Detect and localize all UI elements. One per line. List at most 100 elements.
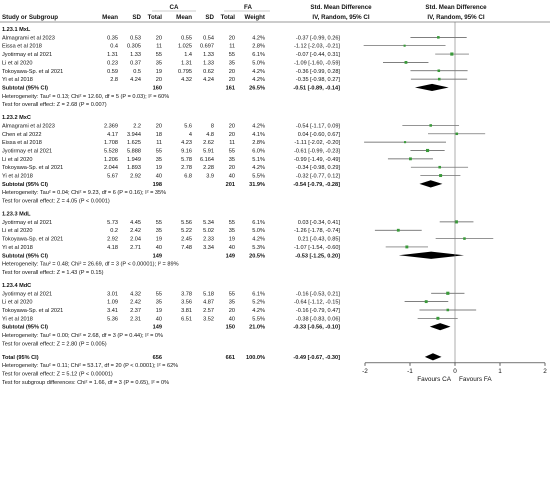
ca-sd: 2.37 [130, 308, 141, 314]
study-name: Jyotirmay et al 2021 [2, 52, 52, 58]
ca-total: 55 [156, 52, 162, 58]
fa-sd: 2.28 [203, 165, 214, 171]
study-ci-text: -1.09 [-1.60, -0.59] [294, 60, 340, 66]
study-name: Yi et al 2018 [2, 77, 33, 83]
study-weight: 4.1% [252, 132, 265, 138]
study-ci-text: -1.26 [-1.78, -0.74] [294, 228, 340, 234]
study-name: Almagrami et al 2023 [2, 35, 55, 41]
fa-total: 20 [229, 165, 235, 171]
fa-total: 35 [229, 300, 235, 306]
ca-mean: 4.18 [107, 245, 118, 251]
subtotal-label: Subtotal (95% CI) [2, 85, 48, 91]
fa-mean: 4.23 [181, 140, 192, 146]
subtotal-weight: 31.9% [249, 182, 265, 188]
study-name: Eissa et al 2018 [2, 44, 42, 50]
subtotal-weight: 26.5% [249, 85, 265, 91]
total-diamond [424, 353, 442, 361]
fa-sd: 5.91 [203, 148, 214, 154]
fa-mean: 6.51 [181, 316, 192, 322]
fa-mean: 4.32 [181, 77, 192, 83]
study-ci-text: -0.38 [-0.83, 0.06] [296, 316, 341, 322]
ca-mean: 0.59 [107, 69, 118, 75]
fa-mean: 5.78 [181, 157, 192, 163]
fa-total: 40 [229, 174, 235, 180]
ca-sd: 2.2 [133, 123, 141, 129]
fa-sd: 3.52 [203, 316, 214, 322]
ci-point [439, 174, 443, 178]
ca-sd: 2.31 [130, 316, 141, 322]
header-plot-subtitle: IV, Random, 95% CI [427, 14, 484, 21]
ca-total: 35 [156, 228, 162, 234]
subtotal-label: Subtotal (95% CI) [2, 253, 48, 259]
overall-effect-text: Test for overall effect: Z = 1.43 (P = 0… [2, 270, 104, 276]
study-weight: 5.0% [252, 228, 265, 234]
study-weight: 6.1% [252, 291, 265, 297]
heterogeneity-text: Heterogeneity: Tau² = 0.48; Chi² = 26.69… [2, 262, 179, 268]
fa-sd: 5.02 [203, 228, 214, 234]
study-name: Yi et al 2018 [2, 316, 33, 322]
ca-sd: 2.04 [130, 237, 141, 243]
subgroup-label: 1.23.1 MxL [2, 27, 31, 33]
study-name: Li et al 2020 [2, 228, 32, 234]
fa-mean: 2.78 [181, 165, 192, 171]
study-weight: 4.2% [252, 35, 265, 41]
fa-sd: 0.62 [203, 69, 214, 75]
group-label-ca: CA [170, 4, 179, 11]
ca-mean: 0.2 [110, 228, 118, 234]
study-weight: 5.1% [252, 157, 265, 163]
ca-mean: 3.41 [107, 308, 118, 314]
fa-sd: 2.33 [203, 237, 214, 243]
fa-total: 55 [229, 220, 235, 226]
fa-total: 20 [229, 123, 235, 129]
total-ci-text: -0.49 [-0.67, -0.30] [293, 355, 340, 361]
fa-mean: 5.22 [181, 228, 192, 234]
ca-sd: 0.53 [130, 35, 141, 41]
heterogeneity-text: Heterogeneity: Tau² = 0.13; Chi² = 12.60… [2, 94, 169, 100]
ci-point [437, 36, 440, 39]
ca-mean: 1.206 [104, 157, 118, 163]
subtotal-label: Subtotal (95% CI) [2, 182, 48, 188]
ca-total: 20 [156, 77, 162, 83]
ca-total: 40 [156, 174, 162, 180]
study-ci-text: -0.61 [-0.99, -0.23] [294, 148, 340, 154]
fa-mean: 0.795 [178, 69, 192, 75]
ca-total: 55 [156, 291, 162, 297]
fa-sd: 4.87 [203, 300, 214, 306]
x-tick-label: 0 [453, 368, 457, 375]
ci-point [424, 300, 428, 304]
fa-mean: 7.48 [181, 245, 192, 251]
ca-total: 40 [156, 316, 162, 322]
footer-text: Heterogeneity: Tau² = 0.11; Chi² = 53.17… [2, 363, 178, 369]
fa-mean: 3.56 [181, 300, 192, 306]
subtotal-ca-total: 160 [153, 85, 162, 91]
ca-mean: 1.09 [107, 300, 118, 306]
x-tick-label: 2 [543, 368, 547, 375]
fa-total: 55 [229, 148, 235, 154]
ca-mean: 5.67 [107, 174, 118, 180]
fa-mean: 3.78 [181, 291, 192, 297]
ca-mean: 1.708 [104, 140, 118, 146]
ca-total: 55 [156, 220, 162, 226]
subtotal-label: Subtotal (95% CI) [2, 325, 48, 331]
study-weight: 5.5% [252, 174, 265, 180]
study-ci-text: -0.35 [-0.98, 0.27] [296, 77, 341, 83]
x-tick-label: -2 [362, 368, 368, 375]
ca-total: 35 [156, 157, 162, 163]
fa-mean: 6.8 [184, 174, 192, 180]
subtotal-weight: 21.0% [249, 325, 265, 331]
study-name: Yi et al 2018 [2, 245, 33, 251]
subtotal-ca-total: 149 [153, 325, 162, 331]
study-ci-text: -0.37 [-0.99, 0.26] [296, 35, 341, 41]
fa-sd: 0.54 [203, 35, 214, 41]
effect-title: Std. Mean Difference [310, 4, 372, 11]
fa-total: 40 [229, 245, 235, 251]
study-weight: 4.2% [252, 308, 265, 314]
fa-sd: 5.18 [203, 291, 214, 297]
ca-mean: 2.369 [104, 123, 118, 129]
subtotal-ci-text: -0.51 [-0.89, -0.14] [293, 85, 340, 91]
study-name: Li et al 2020 [2, 60, 32, 66]
ci-point [454, 220, 458, 224]
ci-point [437, 69, 441, 73]
study-ci-text: -0.36 [-0.99, 0.28] [296, 69, 341, 75]
ca-total: 35 [156, 300, 162, 306]
